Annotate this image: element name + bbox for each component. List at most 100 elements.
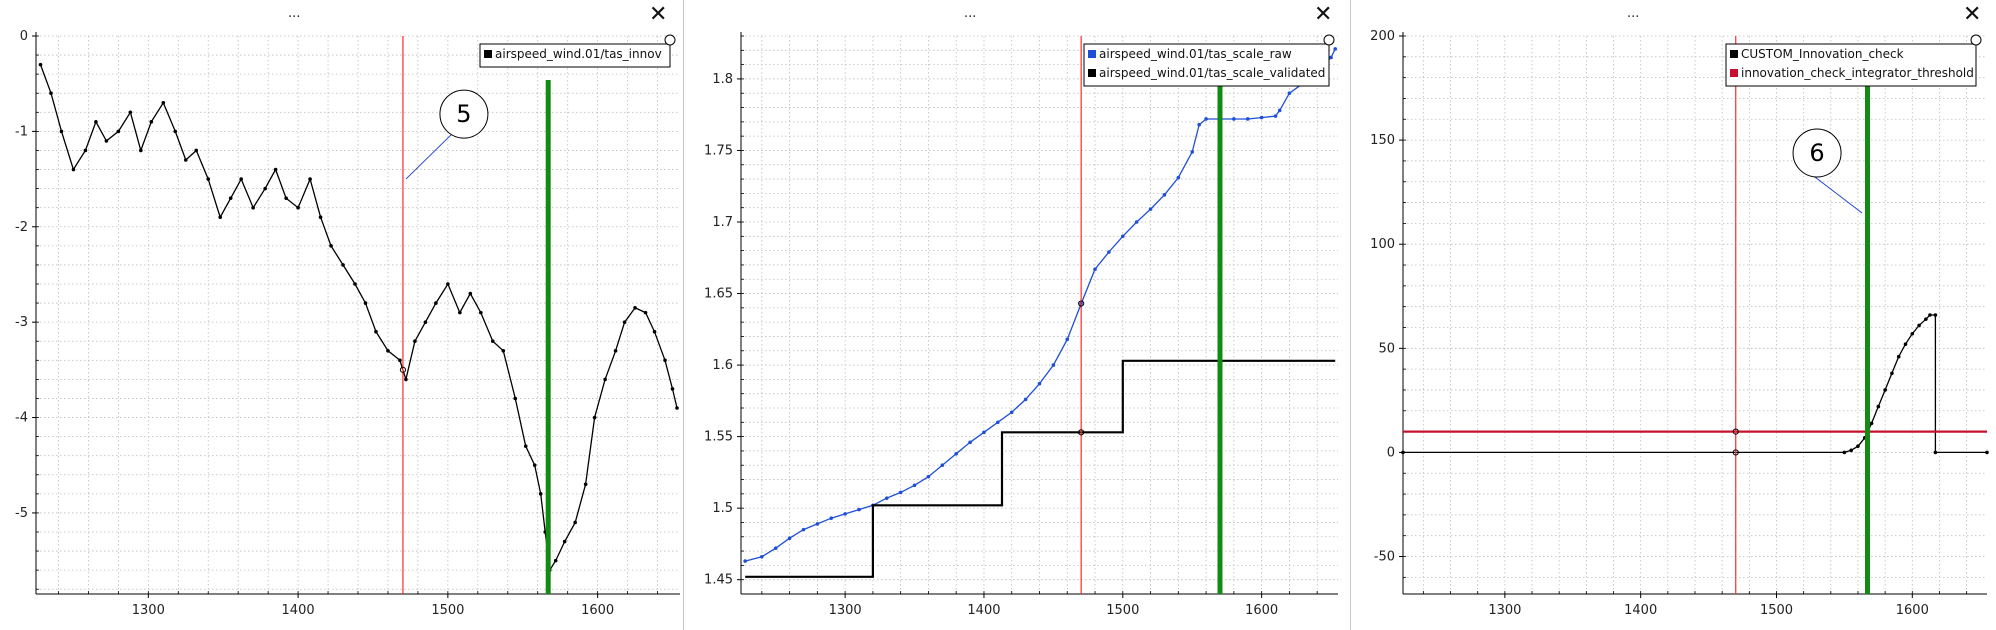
data-point <box>573 520 577 525</box>
plot-panel-2: ... ✕ 1.45 1.5 1.55 1.6 1.65 1.7 1.75 1.8 1300 14… <box>684 0 1350 630</box>
data-point <box>743 559 747 563</box>
legend-swatch <box>1088 50 1096 58</box>
annotation-callout: 5 <box>405 89 489 180</box>
data-point <box>1876 404 1881 409</box>
data-point <box>458 310 462 315</box>
annotation-circle <box>1792 128 1842 178</box>
data-point <box>423 320 428 324</box>
data-point <box>413 339 417 344</box>
data-point <box>1883 388 1887 392</box>
close-icon[interactable]: ✕ <box>1314 2 1333 27</box>
legend-swatch <box>1088 69 1096 77</box>
data-point <box>1910 331 1915 336</box>
data-point <box>1232 117 1236 121</box>
data-point <box>1204 117 1208 121</box>
legend-swatch <box>1730 69 1738 77</box>
legend[interactable]: airspeed_wind.01/tas_innov <box>479 34 676 68</box>
data-point <box>501 348 506 353</box>
data-point <box>116 129 121 134</box>
data-point <box>1148 207 1153 211</box>
data-point <box>173 129 178 134</box>
data-point <box>263 186 267 191</box>
data-point <box>139 148 143 153</box>
legend-swatch <box>1730 50 1738 58</box>
x-tick-label: 1400 <box>967 603 1000 618</box>
data-point <box>1197 122 1201 127</box>
data-point <box>898 490 903 495</box>
y-tick-label: 200 <box>1370 29 1395 44</box>
data-point <box>1985 450 1989 455</box>
annotation-label: 6 <box>1809 139 1824 167</box>
panel-divider[interactable] <box>683 0 684 630</box>
data-point <box>857 507 861 512</box>
data-point <box>603 377 607 382</box>
data-point <box>251 205 255 210</box>
tracker-point <box>1078 300 1085 307</box>
data-point <box>562 539 567 544</box>
legend[interactable]: airspeed_wind.01/tas_scale_raw airspeed_w… <box>1083 34 1335 87</box>
data-point <box>954 451 958 456</box>
data-point <box>353 282 357 286</box>
data-point <box>468 291 473 296</box>
data-point <box>1065 337 1070 342</box>
close-icon[interactable]: ✕ <box>1963 2 1982 27</box>
legend-resize-handle[interactable] <box>664 34 676 46</box>
data-point <box>1277 108 1282 113</box>
plot-1[interactable]: 0 -1 -2 -3 -4 -5 1300 1400 1500 1600 5 airspeed_win… <box>0 0 683 630</box>
x-tick-label: 1500 <box>1760 603 1793 618</box>
legend-entry: airspeed_wind.01/tas_scale_raw <box>1099 47 1292 61</box>
data-point <box>1917 323 1921 328</box>
legend-entry: airspeed_wind.01/tas_innov <box>495 47 662 61</box>
plot-3[interactable]: 200 150 100 50 0 -50 1300 1400 1500 1600 6 CUSTOM_I… <box>1351 0 1996 630</box>
data-point <box>59 129 64 134</box>
data-point <box>1890 371 1894 376</box>
data-point <box>513 396 518 401</box>
data-point <box>404 377 408 382</box>
panel-divider[interactable] <box>1350 0 1351 630</box>
y-tick-label: 1.7 <box>712 215 733 230</box>
data-point <box>643 310 648 315</box>
data-point <box>1134 220 1139 224</box>
data-point <box>479 310 483 315</box>
x-tick-label: 1600 <box>1896 603 1929 618</box>
legend-resize-handle[interactable] <box>1970 34 1982 46</box>
data-point <box>161 100 166 105</box>
data-point <box>1023 397 1028 402</box>
data-point <box>1856 444 1860 448</box>
close-icon[interactable]: ✕ <box>649 2 668 27</box>
data-point <box>296 205 300 210</box>
data-point <box>583 482 588 487</box>
y-tick-label: 100 <box>1370 237 1395 252</box>
data-point <box>622 320 627 324</box>
annotation-circle <box>439 89 489 139</box>
data-point <box>308 177 312 181</box>
x-tick-label: 1400 <box>1624 603 1657 618</box>
data-point <box>1009 410 1014 415</box>
legend-entry: CUSTOM_Innovation_check <box>1741 47 1904 61</box>
x-tick-label: 1600 <box>1245 603 1278 618</box>
data-point <box>83 148 88 153</box>
tracker-point <box>1732 449 1739 456</box>
panel-title: ... <box>288 6 301 21</box>
data-point <box>128 110 133 115</box>
data-point <box>801 527 806 532</box>
legend-resize-handle[interactable] <box>1323 34 1335 46</box>
data-point <box>1162 193 1167 197</box>
panel-title: ... <box>964 6 977 21</box>
y-tick-label: 1.8 <box>712 72 733 87</box>
legend[interactable]: CUSTOM_Innovation_check innovation_check_… <box>1725 34 1982 87</box>
y-tick-label: 0 <box>20 29 28 44</box>
data-point <box>1896 354 1901 359</box>
x-tick-label: 1600 <box>581 603 614 618</box>
data-point <box>149 120 154 124</box>
data-point <box>1051 363 1056 367</box>
x-tick-label: 1400 <box>282 603 315 618</box>
series-airspeed-wind-01-tas-scale-validated <box>745 359 1336 578</box>
data-point <box>341 263 345 267</box>
data-point <box>398 358 402 363</box>
panel-title: ... <box>1627 6 1640 21</box>
data-point <box>553 558 558 563</box>
legend-swatch <box>484 50 492 58</box>
y-tick-label: 1.6 <box>712 358 733 373</box>
plot-2[interactable]: 1.45 1.5 1.55 1.6 1.65 1.7 1.75 1.8 1300 1400 1500… <box>684 0 1350 630</box>
